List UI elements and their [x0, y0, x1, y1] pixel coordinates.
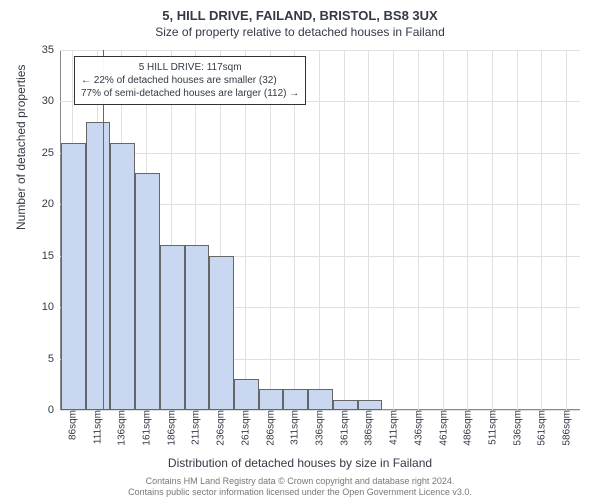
x-tick-label: 211sqm: [189, 410, 202, 445]
x-tick-label: 511sqm: [486, 410, 499, 445]
annotation-line-3: 77% of semi-detached houses are larger (…: [81, 87, 299, 100]
footer-line-2: Contains public sector information licen…: [0, 487, 600, 498]
histogram-bar: [308, 389, 333, 410]
histogram-bar: [185, 245, 210, 410]
gridline-v: [566, 50, 567, 410]
x-tick-label: 386sqm: [362, 410, 375, 446]
x-tick-label: 586sqm: [560, 410, 573, 446]
histogram-bar: [283, 389, 308, 410]
histogram-bar: [110, 143, 135, 410]
gridline-v: [443, 50, 444, 410]
annotation-line-1: 5 HILL DRIVE: 117sqm: [81, 61, 299, 74]
y-tick-label: 0: [48, 404, 60, 416]
gridline-h: [60, 50, 580, 51]
gridline-v: [393, 50, 394, 410]
y-tick-label: 10: [42, 301, 60, 313]
gridline-v: [541, 50, 542, 410]
x-tick-label: 536sqm: [510, 410, 523, 446]
x-tick-label: 311sqm: [288, 410, 301, 445]
x-tick-label: 86sqm: [65, 410, 78, 440]
y-tick-label: 20: [42, 198, 60, 210]
y-tick-label: 35: [42, 44, 60, 56]
histogram-bar: [86, 122, 111, 410]
histogram-bar: [209, 256, 234, 410]
gridline-v: [492, 50, 493, 410]
x-axis-label: Distribution of detached houses by size …: [0, 456, 600, 470]
histogram-bar: [333, 400, 358, 410]
y-tick-label: 5: [48, 353, 60, 365]
x-tick-label: 286sqm: [263, 410, 276, 446]
y-tick-label: 25: [42, 147, 60, 159]
gridline-v: [418, 50, 419, 410]
annotation-line-2: ← 22% of detached houses are smaller (32…: [81, 74, 299, 87]
chart-plot-area: 0510152025303586sqm111sqm136sqm161sqm186…: [60, 50, 580, 410]
x-tick-label: 361sqm: [337, 410, 350, 446]
x-tick-label: 236sqm: [214, 410, 227, 446]
x-tick-label: 461sqm: [436, 410, 449, 446]
chart-title-main: 5, HILL DRIVE, FAILAND, BRISTOL, BS8 3UX: [0, 0, 600, 23]
gridline-v: [467, 50, 468, 410]
gridline-v: [368, 50, 369, 410]
annotation-box: 5 HILL DRIVE: 117sqm ← 22% of detached h…: [74, 56, 306, 105]
y-axis-label: Number of detached properties: [14, 65, 28, 230]
x-tick-label: 161sqm: [140, 410, 153, 446]
x-tick-label: 336sqm: [313, 410, 326, 446]
footer-attribution: Contains HM Land Registry data © Crown c…: [0, 476, 600, 498]
gridline-v: [319, 50, 320, 410]
x-tick-label: 561sqm: [535, 410, 548, 446]
histogram-bar: [61, 143, 86, 410]
y-tick-label: 15: [42, 250, 60, 262]
histogram-bar: [135, 173, 160, 410]
histogram-bar: [358, 400, 383, 410]
footer-line-1: Contains HM Land Registry data © Crown c…: [0, 476, 600, 487]
x-tick-label: 486sqm: [461, 410, 474, 446]
gridline-v: [344, 50, 345, 410]
x-tick-label: 111sqm: [90, 410, 103, 444]
chart-title-sub: Size of property relative to detached ho…: [0, 23, 600, 43]
x-tick-label: 136sqm: [115, 410, 128, 446]
y-tick-label: 30: [42, 95, 60, 107]
histogram-bar: [259, 389, 284, 410]
x-tick-label: 411sqm: [387, 410, 400, 445]
x-tick-label: 261sqm: [238, 410, 251, 446]
x-tick-label: 436sqm: [411, 410, 424, 446]
histogram-bar: [234, 379, 259, 410]
histogram-bar: [160, 245, 185, 410]
gridline-v: [517, 50, 518, 410]
x-tick-label: 186sqm: [164, 410, 177, 446]
gridline-h: [60, 153, 580, 154]
